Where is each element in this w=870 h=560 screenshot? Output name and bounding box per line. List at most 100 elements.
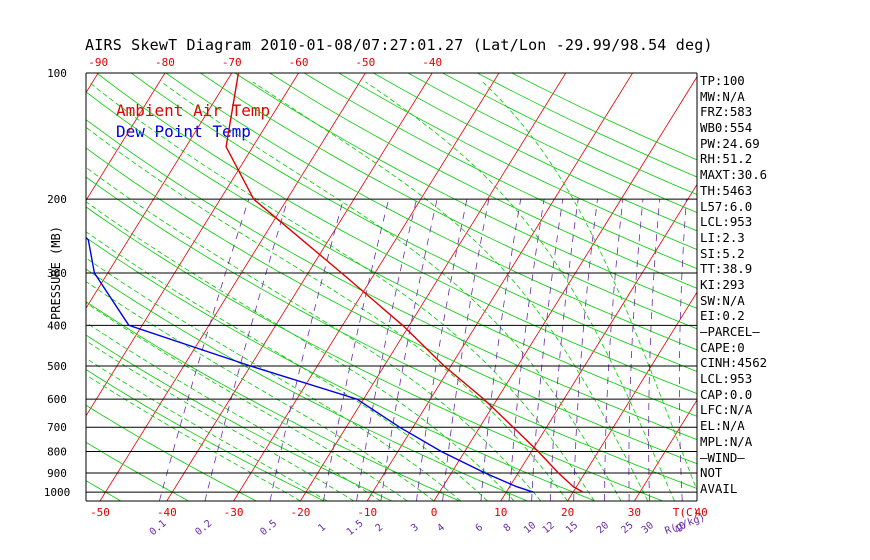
dry-adiabat-line [96, 73, 697, 395]
mixing-ratio-tick-label: 12 [541, 520, 557, 536]
bottom-temp-tick-label: 40 [695, 506, 708, 519]
isotherm-line [300, 73, 567, 501]
dry-adiabat-line [86, 301, 460, 501]
mixing-ratio-tick-label: 10 [522, 520, 538, 536]
isotherm-line [99, 73, 366, 501]
top-temp-tick-label: -60 [289, 56, 309, 69]
index-item: CAPE:0 [700, 339, 745, 355]
bottom-temp-tick-label: -20 [290, 506, 310, 519]
dry-adiabat-line [373, 73, 697, 232]
moist-adiabat-line [252, 81, 649, 501]
index-item: KI:293 [700, 276, 745, 292]
ambient-air-temp-line [225, 73, 584, 493]
index-item: AVAIL [700, 480, 738, 496]
mixing-ratio-line [480, 199, 522, 501]
mixing-ratio-line [531, 199, 564, 501]
index-item: LFC:N/A [700, 402, 753, 418]
mixing-ratio-line [159, 199, 250, 501]
isotherm-line [500, 183, 697, 501]
dry-adiabat-line [511, 73, 697, 161]
moist-adiabat-lines [86, 81, 697, 501]
dry-adiabat-line [86, 268, 528, 501]
dry-adiabat-line [86, 404, 257, 501]
moist-adiabat-line [86, 257, 461, 501]
dry-adiabat-line [130, 73, 697, 372]
mixing-ratio-tick-label: 3 [409, 522, 421, 534]
pressure-tick-label: 100 [47, 67, 67, 80]
mixing-ratio-line [604, 199, 624, 501]
dry-adiabat-line [86, 369, 325, 501]
index-item: RH:51.2 [700, 151, 753, 167]
index-item: NOT [700, 465, 723, 481]
index-item: CAP:0.0 [700, 386, 753, 402]
isotherm-line [86, 73, 99, 94]
mixing-ratio-line [508, 199, 545, 501]
mixing-ratio-lines [159, 199, 687, 501]
pressure-tick-label: 500 [47, 360, 67, 373]
mixing-ratio-line [549, 199, 579, 501]
index-item: MPL:N/A [700, 433, 753, 449]
dry-adiabat-line [86, 237, 596, 501]
dry-adiabat-line [86, 334, 393, 501]
pressure-tick-label: 800 [47, 446, 67, 459]
index-item: LCL:953 [700, 214, 753, 230]
index-item: LI:2.3 [700, 229, 745, 245]
mixing-ratio-tick-label: 0.2 [193, 518, 214, 538]
index-item: FRZ:583 [700, 104, 753, 120]
dry-adiabat-line [0, 73, 53, 501]
dry-adiabat-line [338, 73, 697, 251]
dry-adiabat-line [165, 73, 697, 351]
legend-dew-point-temp: Dew Point Temp [116, 122, 251, 141]
index-item: SI:5.2 [700, 245, 745, 261]
mixing-ratio-tick-label: 6 [474, 522, 486, 534]
moist-adiabat-line [86, 231, 488, 501]
moist-adiabat-line [86, 302, 408, 501]
moist-adiabat-line [86, 166, 542, 501]
bottom-temp-tick-label: -50 [90, 506, 110, 519]
mixing-ratio-tick-label: 15 [564, 520, 580, 536]
mixing-ratio-line [573, 199, 598, 501]
index-item: WB0:554 [700, 120, 753, 136]
sounding-indices-panel: TP:100 MW:N/A FRZ:583 WB0:554 PW:24.69 RH:51.… [700, 73, 767, 497]
pressure-tick-label: 200 [47, 193, 67, 206]
isotherm-line [634, 399, 697, 501]
bottom-temp-tick-label: 0 [431, 506, 438, 519]
dry-adiabat-line [234, 73, 697, 309]
pressure-tick-label: 400 [47, 319, 67, 332]
index-item: —PARCEL— [700, 324, 760, 339]
top-temp-tick-label: -50 [355, 56, 375, 69]
sounding-series [86, 73, 584, 493]
moist-adiabat-line [161, 81, 622, 501]
mixing-ratio-line [679, 199, 687, 501]
pressure-tick-label: 700 [47, 421, 67, 434]
dry-adiabat-line [269, 73, 697, 289]
temp-axis-unit-label: T(C) [673, 506, 700, 519]
bottom-temp-tick-label: -10 [357, 506, 377, 519]
mixing-ratio-tick-label: 0.5 [258, 518, 279, 538]
isotherm-line [233, 73, 500, 501]
index-item: EI:0.2 [700, 308, 745, 324]
top-temp-tick-label: -90 [88, 56, 108, 69]
mixing-ratio-tick-label: 1 [316, 522, 328, 534]
index-item: SW:N/A [700, 292, 745, 308]
isotherm-line [86, 73, 299, 417]
mixing-ratio-tick-label: 0.1 [148, 518, 169, 538]
moist-adiabat-line [482, 81, 697, 492]
dry-adiabat-line [200, 73, 697, 330]
moist-adiabat-line [86, 321, 381, 501]
moist-adiabat-line [86, 281, 435, 501]
dry-adiabat-line [303, 73, 697, 270]
bottom-temp-tick-label: 10 [494, 506, 507, 519]
bottom-temp-tick-label: 20 [561, 506, 574, 519]
index-item: TT:38.9 [700, 261, 753, 277]
mixing-ratio-tick-label: 1.5 [345, 518, 366, 538]
isotherm-line [567, 291, 697, 501]
mixing-ratio-line [269, 199, 344, 501]
mixing-ratio-tick-label: 20 [595, 520, 611, 536]
mixing-ratio-tick-label: 30 [640, 520, 656, 536]
isotherm-line [166, 73, 433, 501]
dry-adiabat-line [86, 480, 122, 501]
pressure-tick-label: 300 [47, 267, 67, 280]
dry-adiabat-line [407, 73, 697, 213]
index-item: TH:5463 [700, 182, 753, 198]
